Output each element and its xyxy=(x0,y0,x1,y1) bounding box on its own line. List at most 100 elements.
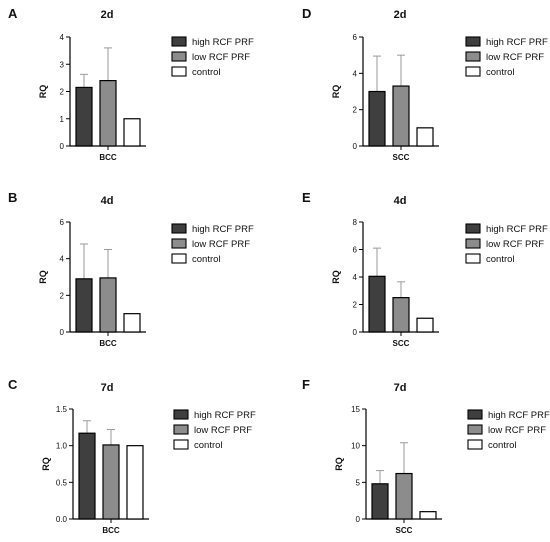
y-tick-label: 0.5 xyxy=(56,478,68,487)
legend-swatch xyxy=(171,51,187,62)
panel-title: 4d xyxy=(101,195,114,207)
x-axis-label: BCC xyxy=(99,153,117,162)
panel-title: 7d xyxy=(101,382,114,394)
bar-high-rcf-prf xyxy=(368,90,386,147)
legend-label: low RCF PRF xyxy=(194,425,252,436)
y-tick-label: 4 xyxy=(353,69,358,78)
legend-swatch xyxy=(465,253,481,264)
legend-label: high RCF PRF xyxy=(194,410,256,421)
bar-low-rcf-prf xyxy=(99,79,117,147)
x-axis-label: BCC xyxy=(102,526,120,535)
legend-label: control xyxy=(488,440,517,451)
legend-swatch xyxy=(171,253,187,264)
y-tick-label: 5 xyxy=(356,478,361,487)
bar-control xyxy=(419,511,437,520)
chart-panel-e: E 4d 0 2 4 6 8 RQ SCC high RCF PRF low RCF PRF cont… xyxy=(302,190,548,348)
x-axis-label: SCC xyxy=(396,526,413,535)
panel-letter: D xyxy=(302,6,311,21)
legend-swatch xyxy=(467,424,483,435)
legend-label: high RCF PRF xyxy=(486,37,548,48)
legend-label: control xyxy=(192,67,221,78)
legend-swatch xyxy=(171,238,187,249)
y-tick-label: 6 xyxy=(353,246,358,255)
bar-high-rcf-prf xyxy=(371,483,389,520)
y-tick-label: 2 xyxy=(60,291,65,300)
chart-panel-c: C 7d 0.0 0.5 1.0 1.5 RQ BCC high RCF PRF low RCF … xyxy=(8,377,256,535)
panel-letter: F xyxy=(302,377,310,392)
legend-swatch xyxy=(467,409,483,420)
y-tick-label: 6 xyxy=(60,218,65,227)
legend-label: high RCF PRF xyxy=(486,224,548,235)
y-tick-label: 0 xyxy=(356,515,361,524)
legend-label: low RCF PRF xyxy=(486,52,544,63)
y-axis-label: RQ xyxy=(38,85,48,99)
legend-swatch xyxy=(465,66,481,77)
bar-low-rcf-prf xyxy=(392,85,410,147)
y-tick-label: 4 xyxy=(353,273,358,282)
legend-swatch xyxy=(171,223,187,234)
legend-swatch xyxy=(467,439,483,450)
chart-panel-b: B 4d 0 2 4 6 RQ BCC high RCF PRF low RCF PRF contr… xyxy=(8,190,254,348)
y-tick-label: 0.0 xyxy=(56,515,68,524)
legend: high RCF PRF low RCF PRF control xyxy=(171,36,254,78)
y-tick-label: 0 xyxy=(353,328,358,337)
y-axis-label: RQ xyxy=(331,85,341,99)
legend-label: control xyxy=(192,254,221,265)
legend-label: low RCF PRF xyxy=(192,239,250,250)
legend-label: control xyxy=(486,254,515,265)
legend-swatch xyxy=(465,36,481,47)
x-axis-label: SCC xyxy=(393,153,410,162)
y-axis-label: RQ xyxy=(41,457,51,471)
y-tick-label: 0 xyxy=(60,142,65,151)
y-tick-label: 1.0 xyxy=(56,442,68,451)
y-axis-label: RQ xyxy=(334,457,344,471)
y-tick-label: 4 xyxy=(60,33,65,42)
y-tick-label: 0 xyxy=(353,142,358,151)
bar-control xyxy=(123,118,141,147)
bar-high-rcf-prf xyxy=(75,278,93,333)
legend-swatch xyxy=(173,439,189,450)
y-tick-label: 1 xyxy=(60,115,65,124)
chart-panel-f: F 7d 0 5 10 15 RQ SCC high RCF PRF low RCF PRF con… xyxy=(302,377,550,535)
y-tick-label: 15 xyxy=(351,405,360,414)
y-tick-label: 1.5 xyxy=(56,405,68,414)
bar-low-rcf-prf xyxy=(392,297,410,333)
panel-letter: B xyxy=(8,190,17,205)
legend-swatch xyxy=(171,66,187,77)
bar-control xyxy=(126,445,144,520)
bar-high-rcf-prf xyxy=(78,432,96,520)
bar-low-rcf-prf xyxy=(102,444,120,520)
legend-swatch xyxy=(465,238,481,249)
y-tick-label: 10 xyxy=(351,442,360,451)
legend-label: high RCF PRF xyxy=(192,224,254,235)
y-tick-label: 6 xyxy=(353,33,358,42)
legend: high RCF PRF low RCF PRF control xyxy=(465,223,548,265)
panel-title: 7d xyxy=(394,382,407,394)
x-axis-label: SCC xyxy=(393,339,410,348)
legend-label: low RCF PRF xyxy=(486,239,544,250)
legend-label: high RCF PRF xyxy=(192,37,254,48)
y-tick-label: 8 xyxy=(353,218,358,227)
legend-label: control xyxy=(486,67,515,78)
chart-panel-d: D 2d 0 2 4 6 RQ SCC high RCF PRF low RCF PRF contr… xyxy=(302,6,548,162)
y-tick-label: 2 xyxy=(353,106,358,115)
bar-control xyxy=(416,317,434,333)
legend-swatch xyxy=(465,51,481,62)
panel-letter: A xyxy=(8,6,18,21)
legend-label: control xyxy=(194,440,223,451)
panel-title: 2d xyxy=(101,9,114,21)
y-tick-label: 0 xyxy=(60,328,65,337)
bar-low-rcf-prf xyxy=(99,277,117,333)
y-tick-label: 3 xyxy=(60,60,65,69)
legend: high RCF PRF low RCF PRF control xyxy=(465,36,548,78)
bar-high-rcf-prf xyxy=(75,86,93,147)
bar-high-rcf-prf xyxy=(368,275,386,333)
chart-panel-a: A 2d 0 1 2 3 4 RQ BCC high RCF PRF low RCF PRF cont… xyxy=(8,6,254,162)
legend: high RCF PRF low RCF PRF control xyxy=(171,223,254,265)
panel-letter: C xyxy=(8,377,18,392)
panel-letter: E xyxy=(302,190,311,205)
panel-title: 4d xyxy=(394,195,407,207)
x-axis-label: BCC xyxy=(99,339,117,348)
